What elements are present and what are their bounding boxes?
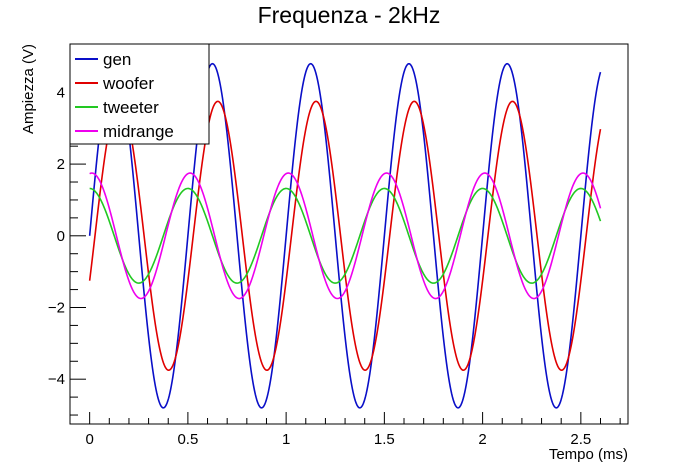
axis-ticks: 0 0.5 1 1.5 2 2.5 −4 −2 0 2 4: [48, 56, 621, 448]
x-tick-label: 1.5: [374, 431, 395, 448]
legend-label-woofer: woofer: [102, 74, 154, 93]
y-axis-title: Ampiezza (V): [20, 44, 37, 134]
y-tick-label: −4: [48, 371, 65, 388]
y-tick-label: 0: [57, 228, 65, 245]
legend-label-tweeter: tweeter: [103, 98, 159, 117]
y-tick-label: 2: [57, 156, 65, 173]
legend-label-gen: gen: [103, 50, 131, 69]
y-tick-label: −2: [48, 299, 65, 316]
x-tick-label: 2.5: [570, 431, 591, 448]
x-tick-label: 1: [282, 431, 290, 448]
x-tick-label: 0.5: [177, 431, 198, 448]
x-tick-label: 2: [478, 431, 486, 448]
legend: gen woofer tweeter midrange: [69, 43, 210, 145]
y-tick-label: 4: [57, 84, 65, 101]
legend-label-midrange: midrange: [103, 122, 174, 141]
series-line-gen: [88, 62, 602, 409]
legend-box: [69, 43, 210, 145]
plot-frame: [69, 43, 629, 425]
x-tick-label: 0: [85, 431, 93, 448]
chart-title: Frequenza - 2kHz: [258, 2, 441, 28]
series-line-midrange: [89, 172, 602, 300]
series-layer: [88, 62, 602, 409]
x-axis-title: Tempo (ms): [549, 446, 628, 463]
